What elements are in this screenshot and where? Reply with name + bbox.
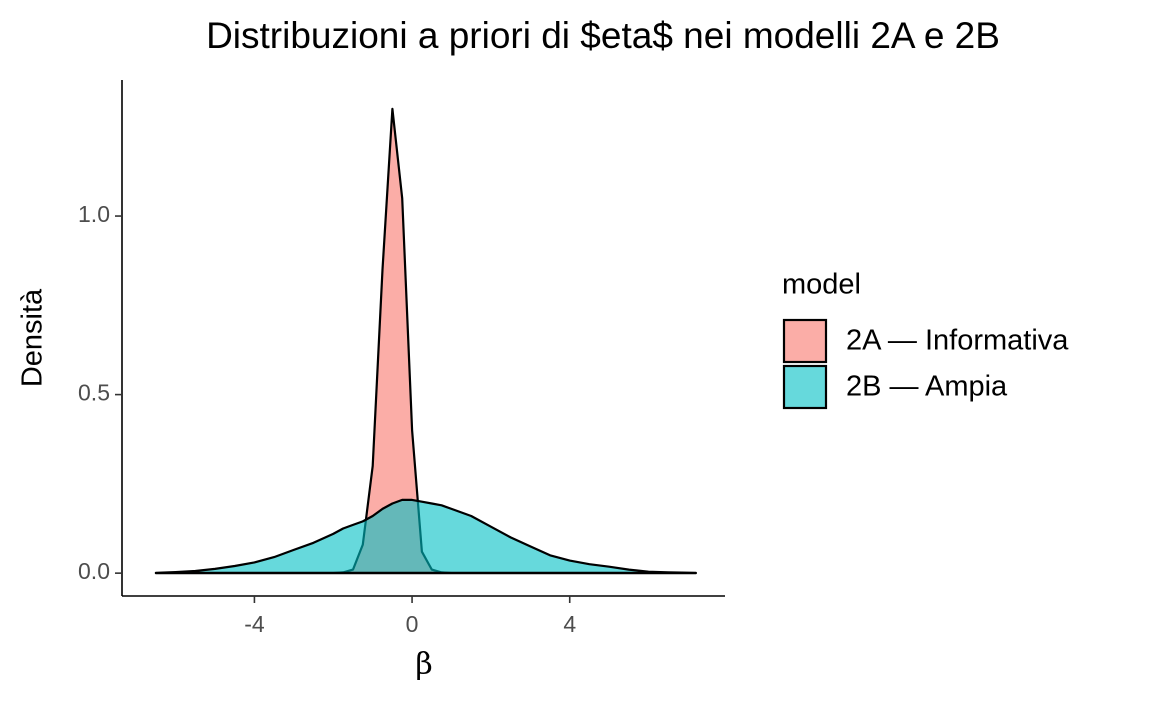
legend-label: 2B — Ampia [846,371,1008,403]
density-area [154,498,697,574]
x-tick-label: 0 [406,611,419,637]
y-tick-label: 0.0 [78,558,110,584]
y-tick-label: 0.5 [78,380,110,406]
chart-title: Distribuzioni a priori di $eta$ nei mode… [206,15,1000,56]
x-tick-label: 4 [563,611,576,637]
legend-title: model [782,269,861,301]
x-tick-label: -4 [244,611,265,637]
y-axis-label: Densità [17,288,49,387]
legend-label: 2A — Informativa [846,325,1069,357]
legend-key [782,364,828,410]
legend-key [782,318,828,364]
x-axis-label: β [415,647,432,682]
y-tick-label: 1.0 [78,201,110,227]
